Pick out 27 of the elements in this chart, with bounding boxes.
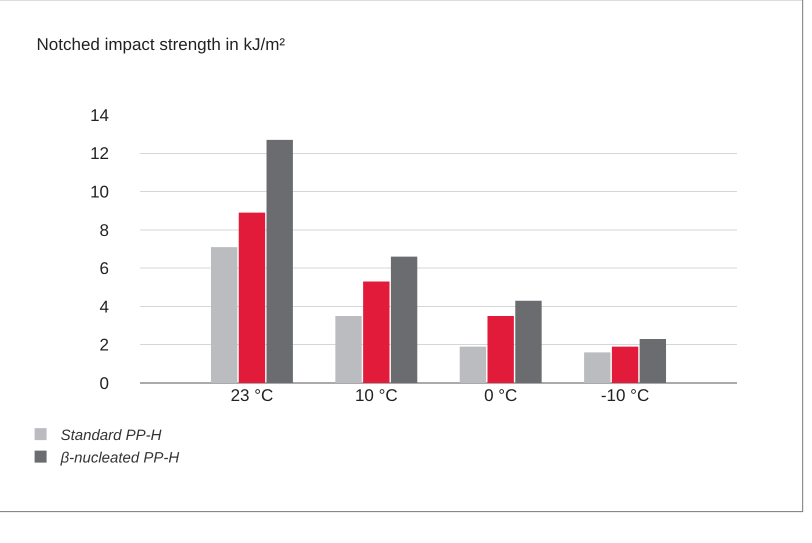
bar — [238, 212, 266, 383]
chart-title: Notched impact strength in kJ/m² — [36, 34, 286, 54]
bar — [210, 247, 238, 383]
y-tick-label: 14 — [90, 106, 109, 125]
bar — [363, 282, 390, 383]
bar — [612, 346, 638, 383]
bar — [640, 338, 666, 383]
legend-label: Standard PP-H — [60, 426, 162, 444]
x-tick-label: -10 °C — [600, 386, 650, 405]
x-tick-label: 23 °C — [230, 386, 274, 405]
bar — [584, 352, 610, 383]
bar — [390, 256, 418, 383]
bar — [487, 316, 514, 383]
y-tick-label: 8 — [100, 220, 109, 240]
y-tick-label: 2 — [100, 336, 109, 355]
bar — [335, 316, 362, 383]
y-tick-label: 12 — [90, 144, 109, 164]
y-tick-label: 0 — [100, 374, 109, 393]
bar — [460, 346, 486, 383]
bar — [266, 140, 293, 383]
y-tick-label: 10 — [90, 182, 109, 202]
x-tick-label: 0 °C — [484, 386, 518, 405]
legend-label: β-nucleated PP-H — [60, 449, 180, 466]
y-tick-label: 6 — [100, 259, 109, 278]
bar — [515, 300, 542, 383]
x-tick-label: 10 °C — [354, 386, 398, 405]
y-tick-label: 4 — [100, 297, 109, 316]
